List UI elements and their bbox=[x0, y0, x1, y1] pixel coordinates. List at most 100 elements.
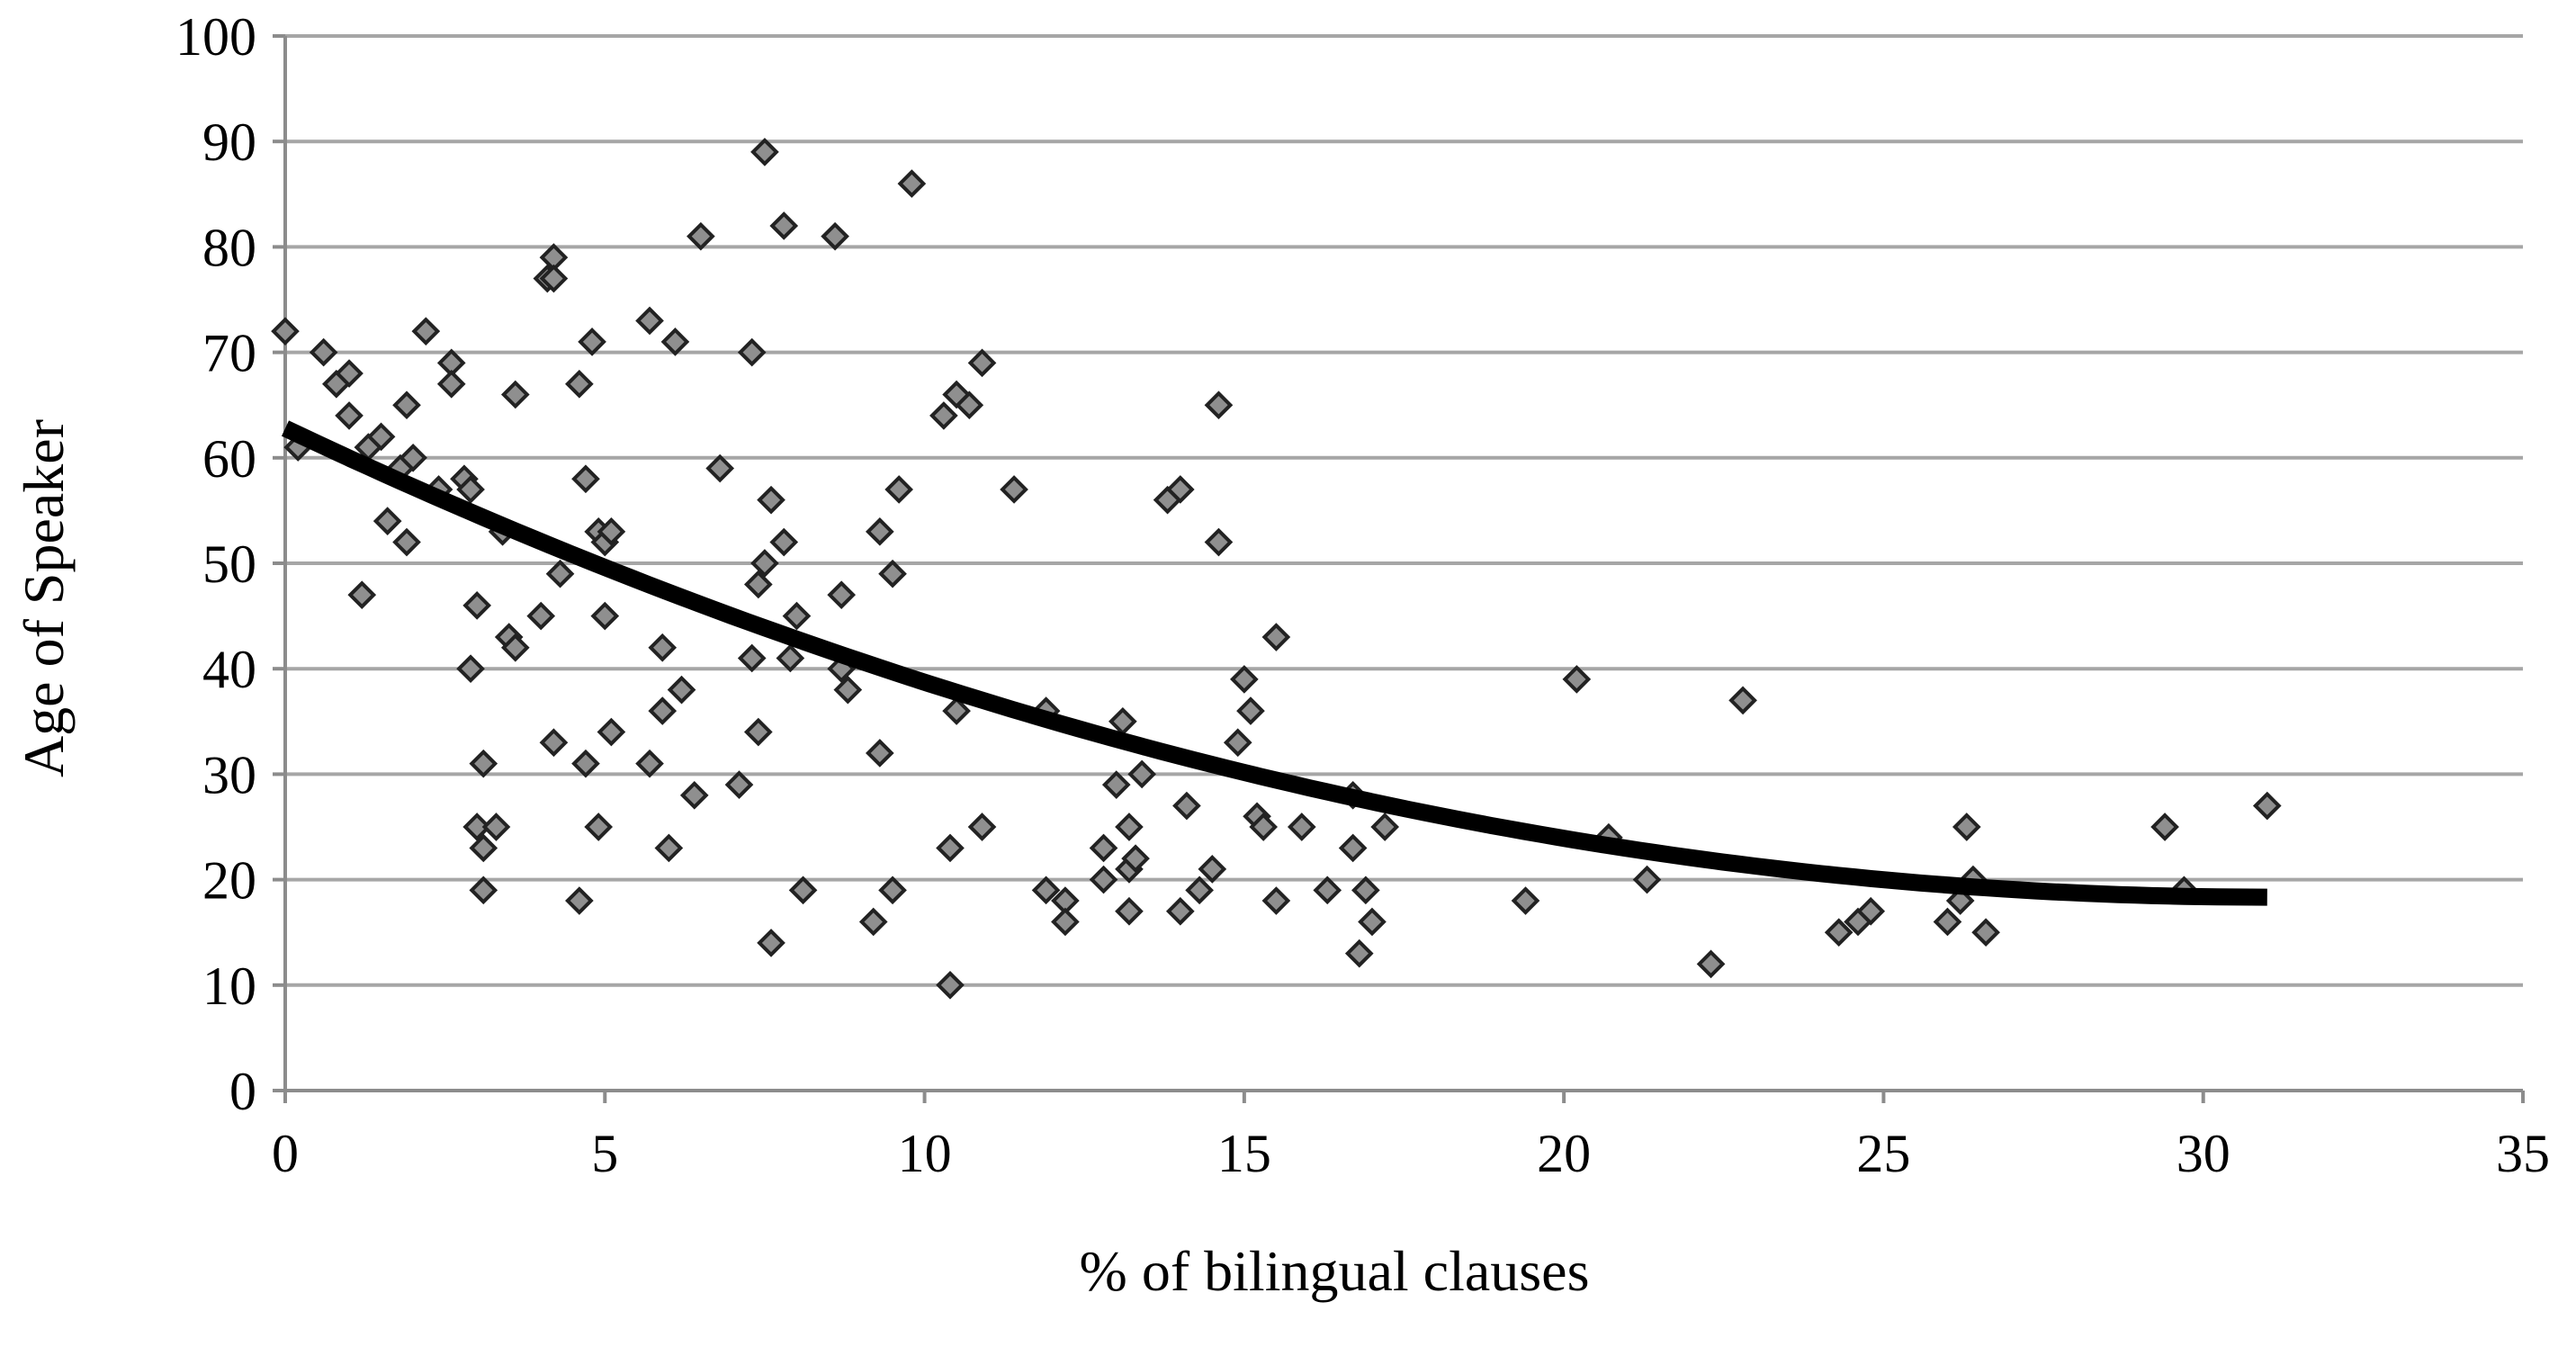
data-point bbox=[2252, 791, 2282, 821]
data-point bbox=[469, 876, 498, 905]
data-point bbox=[743, 717, 773, 747]
y-tick-label: 40 bbox=[202, 640, 256, 699]
data-point bbox=[635, 306, 664, 336]
data-point bbox=[705, 453, 735, 483]
data-point bbox=[776, 643, 805, 673]
data-point bbox=[1351, 876, 1380, 905]
data-point bbox=[1856, 896, 1886, 926]
data-point bbox=[1952, 813, 1981, 841]
data-point bbox=[929, 401, 958, 430]
data-point bbox=[411, 317, 441, 346]
data-point bbox=[769, 211, 799, 240]
x-tick-labels: 0 5 10 15 20 25 30 35 bbox=[272, 1124, 2550, 1183]
data-point bbox=[878, 559, 907, 588]
gridlines bbox=[285, 34, 2523, 987]
data-point bbox=[833, 675, 863, 705]
data-point bbox=[654, 833, 684, 863]
data-point bbox=[469, 833, 498, 863]
data-point bbox=[1051, 907, 1080, 937]
data-point bbox=[571, 464, 600, 494]
data-point bbox=[309, 337, 338, 367]
data-point bbox=[1933, 907, 1962, 937]
data-points bbox=[271, 138, 2282, 1000]
data-point bbox=[1089, 833, 1118, 863]
data-point bbox=[1313, 876, 1342, 905]
data-point bbox=[372, 507, 402, 535]
data-point bbox=[539, 728, 569, 758]
data-point bbox=[1115, 813, 1144, 841]
axes bbox=[273, 34, 2525, 1103]
data-point bbox=[462, 591, 491, 620]
data-point bbox=[1089, 865, 1118, 894]
data-point bbox=[1165, 896, 1195, 926]
data-point bbox=[1204, 527, 1234, 557]
data-point bbox=[942, 696, 971, 725]
data-point bbox=[1127, 759, 1156, 789]
data-point bbox=[955, 391, 984, 420]
data-point bbox=[737, 643, 767, 673]
x-tick-label: 20 bbox=[1537, 1124, 1591, 1183]
data-point bbox=[1198, 855, 1227, 884]
data-point bbox=[757, 485, 785, 515]
y-tick-label: 10 bbox=[202, 956, 256, 1016]
data-point bbox=[1230, 665, 1259, 694]
trendline bbox=[281, 420, 2267, 906]
y-tick-label: 90 bbox=[202, 112, 256, 172]
x-tick-label: 30 bbox=[2177, 1124, 2230, 1183]
data-point bbox=[469, 749, 498, 778]
x-tick-label: 0 bbox=[272, 1124, 299, 1183]
data-point bbox=[679, 781, 709, 810]
data-point bbox=[1338, 833, 1368, 863]
data-point bbox=[1185, 876, 1214, 905]
y-tick-label: 20 bbox=[202, 851, 256, 911]
x-tick-label: 35 bbox=[2496, 1124, 2550, 1183]
data-point bbox=[821, 221, 849, 251]
x-tick-label: 15 bbox=[1217, 1124, 1271, 1183]
x-tick-label: 10 bbox=[898, 1124, 952, 1183]
data-point bbox=[788, 876, 818, 905]
data-point bbox=[1249, 813, 1279, 841]
data-point bbox=[2150, 813, 2179, 841]
data-point bbox=[1696, 949, 1726, 979]
data-point bbox=[456, 475, 485, 504]
data-point bbox=[1031, 876, 1061, 905]
data-point bbox=[539, 264, 569, 293]
data-point bbox=[1115, 896, 1144, 926]
data-point bbox=[456, 654, 485, 684]
data-point bbox=[500, 633, 530, 662]
data-point bbox=[1511, 886, 1540, 915]
data-point bbox=[565, 886, 594, 915]
data-point bbox=[743, 570, 773, 599]
y-axis-title: Age of Speaker bbox=[12, 419, 76, 777]
data-point bbox=[1000, 475, 1028, 504]
data-point bbox=[878, 876, 907, 905]
data-point bbox=[500, 380, 530, 409]
data-point bbox=[936, 833, 965, 863]
x-axis-title: % of bilingual clauses bbox=[1080, 1239, 1590, 1303]
y-tick-label: 70 bbox=[202, 324, 256, 383]
data-point bbox=[827, 580, 857, 609]
data-point bbox=[648, 633, 678, 662]
data-point bbox=[545, 559, 575, 588]
data-point bbox=[884, 475, 913, 504]
data-point bbox=[597, 717, 626, 747]
data-point bbox=[1172, 791, 1201, 821]
data-point bbox=[1101, 770, 1131, 799]
data-point bbox=[858, 907, 888, 937]
data-point bbox=[648, 696, 678, 725]
data-point bbox=[967, 813, 997, 841]
data-point bbox=[1358, 907, 1387, 937]
data-point bbox=[578, 328, 606, 356]
y-tick-label: 30 bbox=[202, 745, 256, 804]
data-point bbox=[750, 549, 779, 578]
data-point bbox=[526, 601, 556, 631]
y-tick-label: 100 bbox=[175, 7, 256, 67]
y-tick-label: 60 bbox=[202, 429, 256, 489]
y-tick-labels: 0 10 20 30 40 50 60 70 80 90 100 bbox=[175, 7, 256, 1121]
data-point bbox=[769, 527, 799, 557]
data-point bbox=[967, 348, 997, 378]
data-point bbox=[1261, 623, 1291, 651]
data-point bbox=[724, 770, 754, 799]
data-point bbox=[897, 169, 927, 198]
